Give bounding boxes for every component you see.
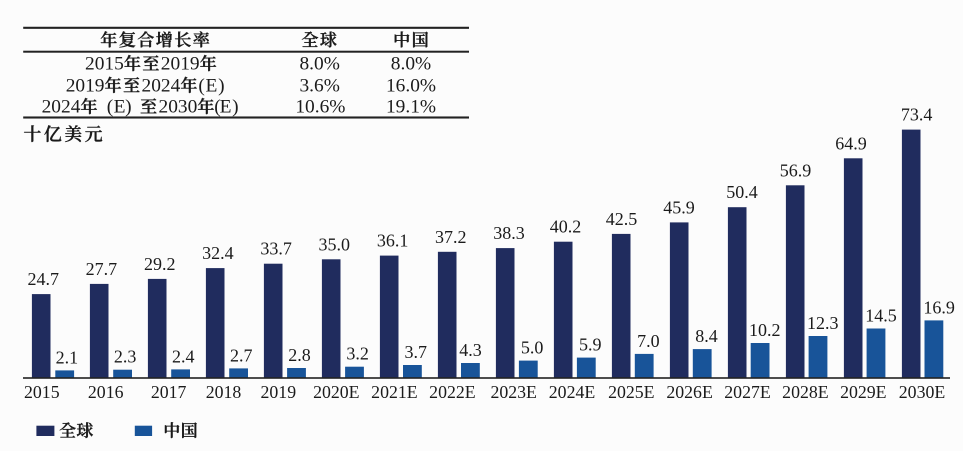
svg-text:3.7: 3.7 (405, 342, 428, 362)
svg-text:3.6%: 3.6% (299, 76, 339, 97)
svg-text:50.4: 50.4 (726, 182, 758, 202)
svg-text:2.7: 2.7 (230, 345, 253, 365)
svg-text:40.2: 40.2 (550, 217, 582, 237)
svg-text:32.4: 32.4 (202, 243, 234, 263)
svg-text:5.0: 5.0 (521, 338, 544, 358)
svg-text:27.7: 27.7 (86, 259, 118, 279)
svg-text:(: ( (214, 97, 220, 118)
svg-text:2018: 2018 (206, 382, 242, 402)
svg-text:35.0: 35.0 (319, 234, 351, 254)
svg-text:2025E: 2025E (608, 382, 654, 402)
svg-text:42.5: 42.5 (606, 209, 638, 229)
svg-text:2024E: 2024E (549, 382, 595, 402)
svg-text:24.7: 24.7 (27, 269, 59, 289)
svg-text:16.9: 16.9 (923, 297, 955, 317)
svg-text:19.1%: 19.1% (386, 97, 436, 118)
svg-text:14.5: 14.5 (865, 306, 897, 326)
svg-text:2.3: 2.3 (114, 347, 137, 367)
svg-text:16.0%: 16.0% (386, 76, 436, 97)
svg-text:2017: 2017 (151, 382, 187, 402)
svg-text:4.3: 4.3 (459, 340, 482, 360)
svg-text:2015: 2015 (85, 54, 124, 75)
svg-text:2023E: 2023E (490, 382, 536, 402)
svg-text:8.0%: 8.0% (391, 54, 431, 75)
svg-text:3.2: 3.2 (346, 344, 369, 364)
svg-text:8.4: 8.4 (695, 326, 718, 346)
svg-text:2019: 2019 (66, 76, 105, 97)
svg-text:2024: 2024 (42, 97, 81, 118)
svg-text:73.4: 73.4 (901, 105, 933, 125)
svg-text:56.9: 56.9 (780, 160, 812, 180)
svg-text:(: ( (107, 97, 113, 118)
svg-text:45.9: 45.9 (663, 197, 695, 217)
svg-text:): ) (125, 97, 131, 118)
svg-text:E: E (220, 97, 232, 118)
svg-text:10.2: 10.2 (749, 320, 781, 340)
svg-text:2022E: 2022E (429, 382, 475, 402)
svg-text:37.2: 37.2 (435, 227, 467, 247)
svg-text:2.4: 2.4 (172, 346, 195, 366)
svg-text:E: E (114, 97, 126, 118)
svg-text:2030E: 2030E (899, 382, 945, 402)
svg-text:2016: 2016 (88, 382, 124, 402)
svg-text:2029E: 2029E (840, 382, 886, 402)
svg-text:2020E: 2020E (313, 382, 359, 402)
svg-text:2026E: 2026E (666, 382, 712, 402)
svg-text:): ) (218, 76, 224, 97)
svg-text:36.1: 36.1 (377, 231, 409, 251)
svg-text:2019: 2019 (161, 54, 200, 75)
svg-text:2019: 2019 (261, 382, 297, 402)
svg-text:E: E (205, 76, 217, 97)
svg-text:38.3: 38.3 (493, 223, 525, 243)
svg-text:): ) (232, 97, 238, 118)
svg-text:2021E: 2021E (371, 382, 417, 402)
svg-text:2027E: 2027E (724, 382, 770, 402)
svg-text:7.0: 7.0 (637, 331, 660, 351)
svg-text:2.1: 2.1 (56, 347, 79, 367)
svg-text:(: ( (198, 76, 204, 97)
svg-text:2028E: 2028E (782, 382, 828, 402)
svg-text:8.0%: 8.0% (299, 54, 339, 75)
svg-text:2015: 2015 (24, 382, 60, 402)
svg-text:64.9: 64.9 (835, 133, 867, 153)
svg-text:12.3: 12.3 (807, 313, 839, 333)
svg-text:10.6%: 10.6% (295, 97, 345, 118)
svg-text:2024: 2024 (142, 76, 181, 97)
svg-text:29.2: 29.2 (144, 254, 176, 274)
svg-text:33.7: 33.7 (260, 239, 292, 259)
svg-text:5.9: 5.9 (579, 335, 602, 355)
svg-text:2.8: 2.8 (288, 345, 311, 365)
svg-text:2030: 2030 (159, 97, 198, 118)
